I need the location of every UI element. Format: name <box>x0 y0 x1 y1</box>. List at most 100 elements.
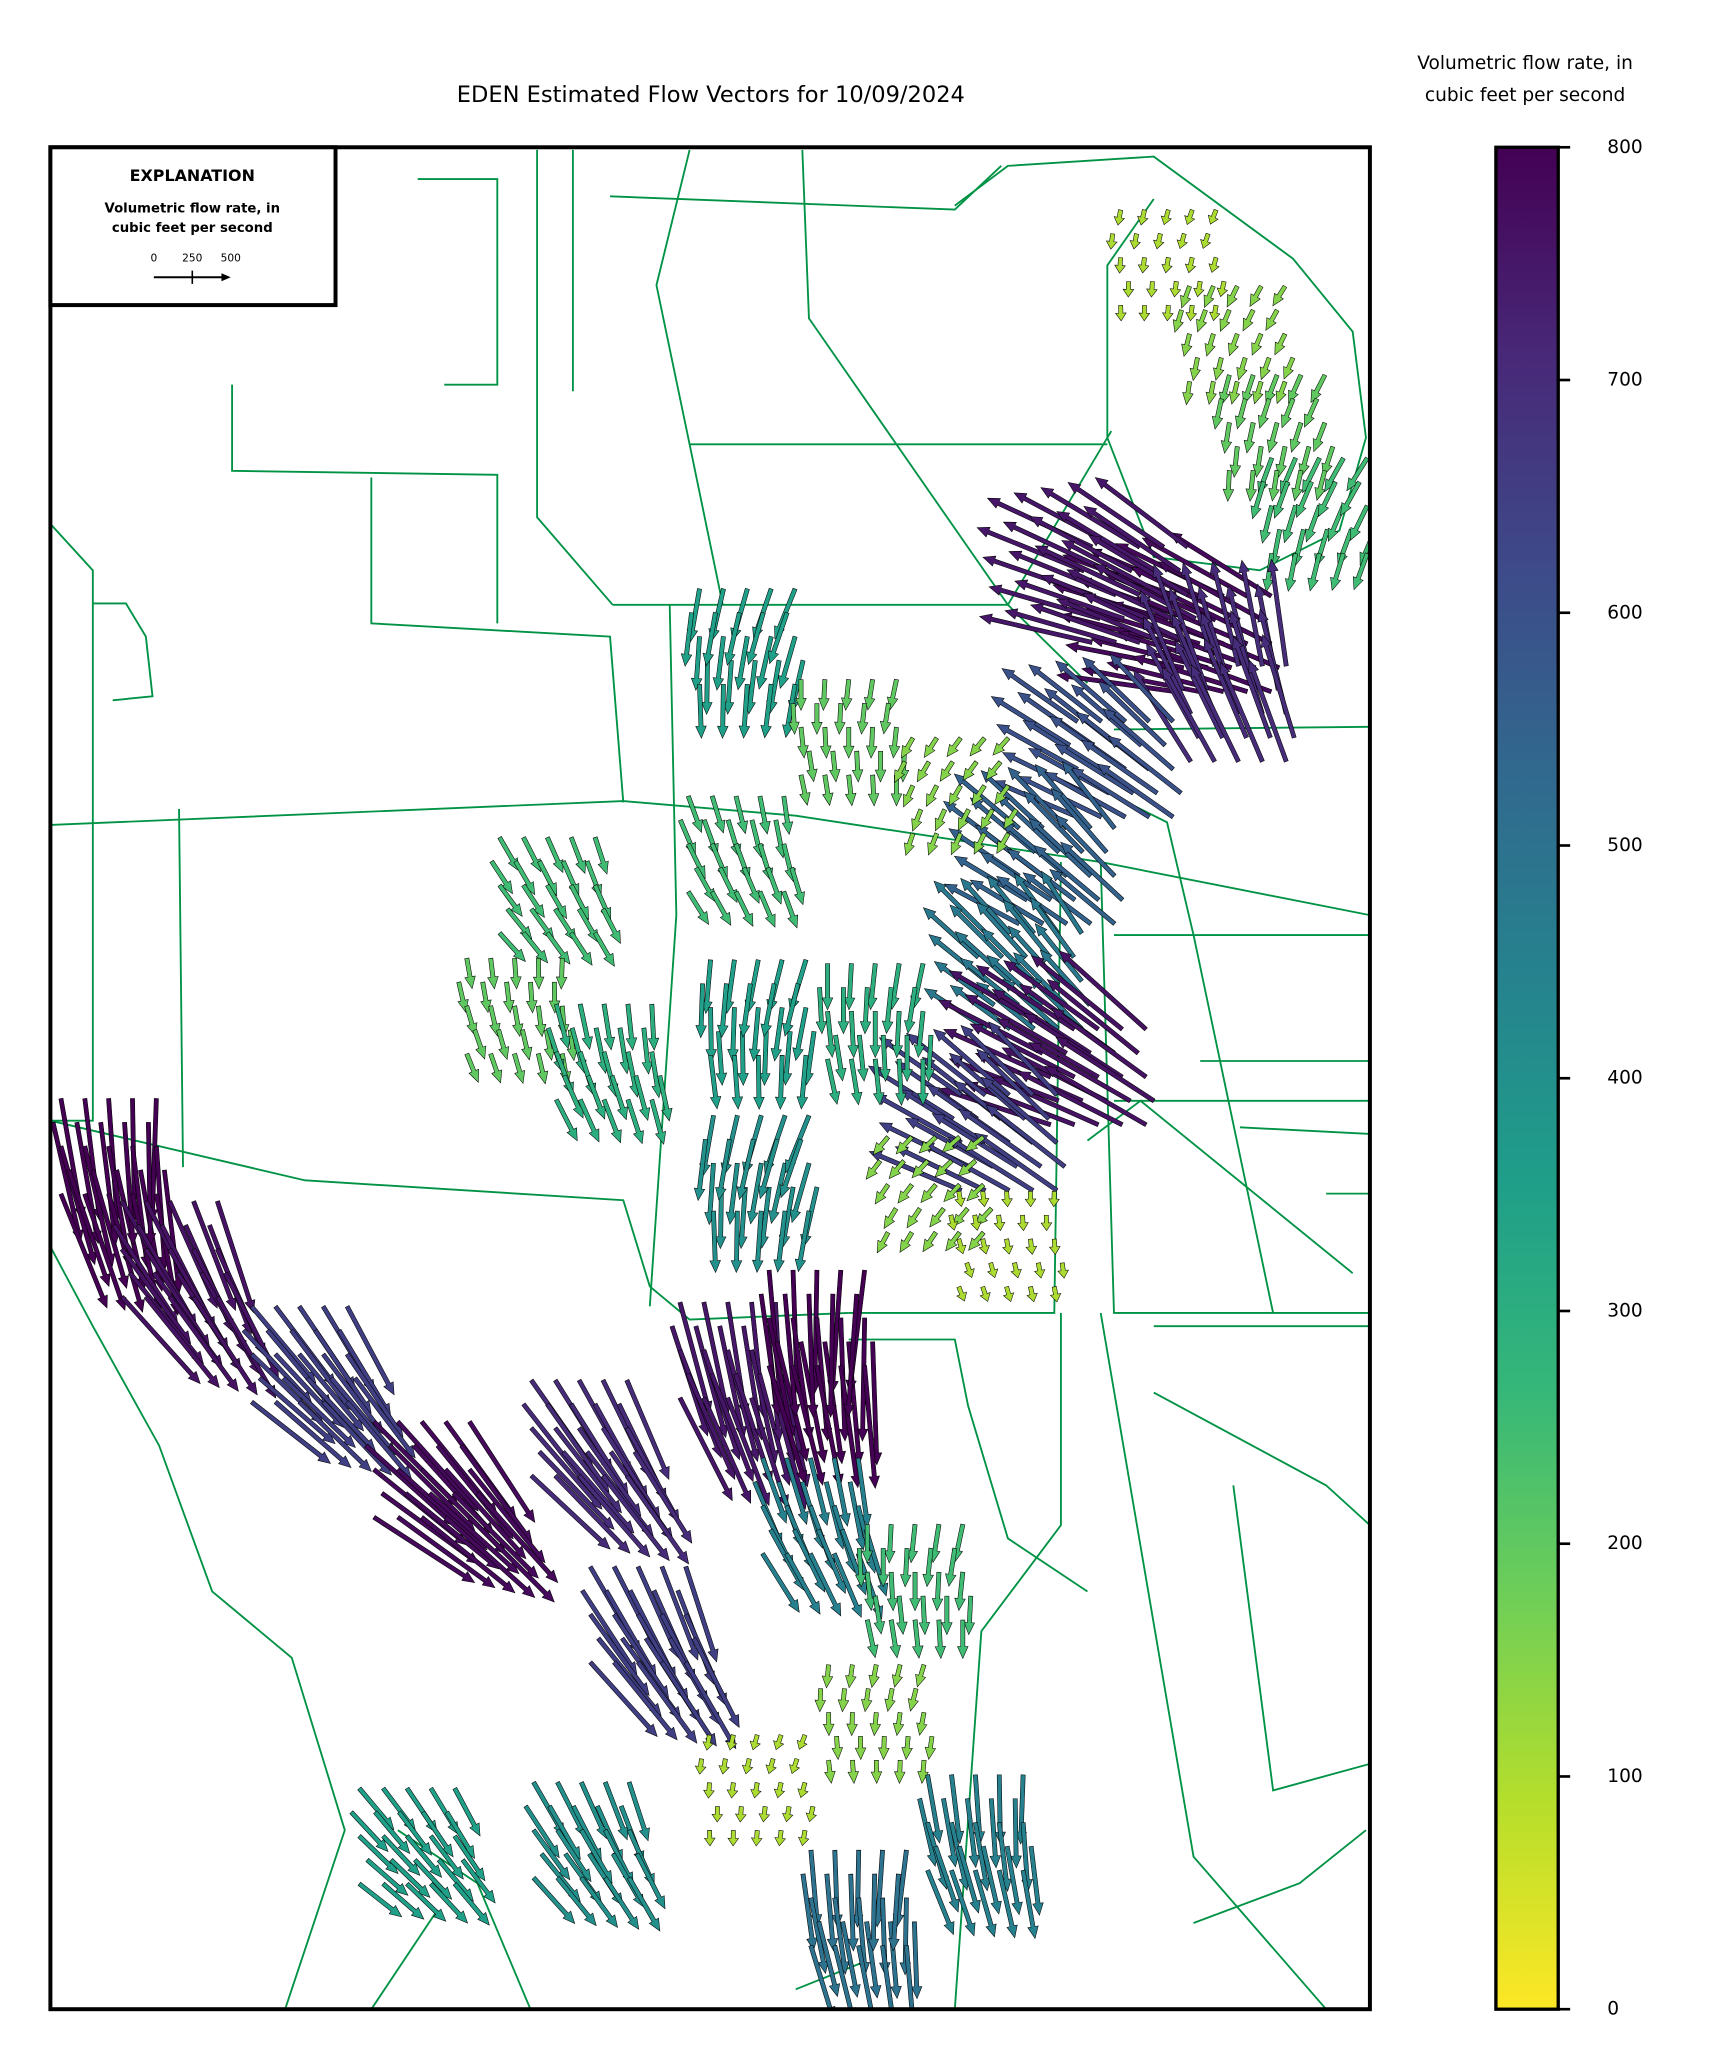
vector-arrow <box>821 963 834 1011</box>
vector-arrow <box>1004 608 1117 645</box>
vector-arrow <box>677 1396 733 1502</box>
vector-arrow <box>683 1565 719 1663</box>
vector-arrow <box>737 1031 749 1087</box>
flow-vector <box>489 835 621 967</box>
vector-arrow <box>855 1547 867 1588</box>
vector-arrow <box>1002 899 1052 959</box>
vector-arrow <box>843 727 855 759</box>
vector-arrow <box>603 1876 640 1930</box>
vector-arrow <box>715 1138 732 1201</box>
vector-arrow <box>981 928 1036 983</box>
vector-arrow <box>948 784 963 807</box>
vector-arrow <box>633 1074 651 1122</box>
vector-arrow <box>966 1182 986 1202</box>
vector-arrow <box>1346 456 1370 492</box>
vector-arrow <box>531 1828 571 1881</box>
vector-arrow <box>749 1396 789 1509</box>
vector-arrow <box>1236 357 1248 381</box>
vector-arrow <box>794 1210 812 1273</box>
vector-arrow <box>856 702 869 735</box>
vector-arrow <box>624 1474 690 1565</box>
colorbar-label: cubic feet per second <box>1425 85 1625 106</box>
vector-arrow <box>464 1005 478 1037</box>
vector-arrow <box>1109 653 1175 724</box>
vector-arrow <box>825 1010 837 1058</box>
plot-frame <box>48 145 1372 2012</box>
vector-arrow <box>913 1010 926 1058</box>
vector-arrow <box>824 1759 836 1784</box>
colorbar-tick-label: 700 <box>1607 370 1642 391</box>
vector-arrow <box>867 1873 880 1952</box>
vector-arrow <box>1138 305 1151 322</box>
vector-arrow <box>634 1852 666 1910</box>
vector-arrow <box>847 1759 859 1784</box>
vector-arrow <box>1219 374 1232 406</box>
vector-arrow <box>1001 668 1080 724</box>
vector-arrow <box>878 1736 890 1761</box>
vector-arrow <box>796 1054 809 1110</box>
vector-arrow <box>588 1660 658 1738</box>
colorbar-tick-label: 500 <box>1607 835 1642 856</box>
vector-arrow <box>1114 257 1126 274</box>
vector-arrow <box>1222 470 1235 503</box>
vector-arrow <box>1033 1262 1046 1279</box>
vector-arrow <box>724 611 742 666</box>
vector-arrow <box>957 1158 978 1177</box>
vector-arrow <box>1180 285 1192 309</box>
vector-arrow <box>831 1457 851 1527</box>
vector-arrow <box>1259 356 1272 381</box>
vector-arrow <box>1028 1042 1132 1104</box>
vector-arrow <box>943 1029 1052 1080</box>
vector-arrow <box>1226 284 1240 308</box>
flow-vector <box>815 962 935 1106</box>
flow-vector <box>546 1003 673 1145</box>
vector-arrow <box>759 1031 771 1087</box>
vector-arrow <box>806 750 818 783</box>
vector-field <box>50 208 1370 2010</box>
vector-arrow <box>883 1207 899 1230</box>
flow-vector <box>1133 558 1297 763</box>
vector-arrow <box>934 1159 954 1178</box>
vector-arrow <box>957 1845 981 1914</box>
vector-arrow <box>792 1006 809 1062</box>
vector-arrow <box>950 832 963 856</box>
vector-arrow <box>789 1162 812 1224</box>
vector-arrow <box>888 1619 901 1659</box>
vector-arrow <box>537 1449 615 1530</box>
vector-arrow <box>1041 870 1084 935</box>
vector-arrow <box>1272 284 1288 307</box>
vector-arrow <box>1265 308 1280 331</box>
vector-arrow <box>773 1210 788 1273</box>
vector-arrow <box>869 1011 881 1059</box>
vector-arrow <box>1251 332 1264 356</box>
vector-arrow <box>1305 504 1322 543</box>
colorbar-tick-label: 0 <box>1607 1999 1619 2020</box>
flow-vector <box>678 795 805 929</box>
vector-arrow <box>797 1781 809 1798</box>
vector-arrow <box>1213 357 1225 381</box>
vector-arrow <box>872 1135 890 1156</box>
vector-arrow <box>753 1055 765 1110</box>
vector-arrow <box>488 1005 501 1037</box>
vector-arrow <box>994 1774 1006 1845</box>
vector-arrow <box>1083 505 1182 573</box>
vector-arrow <box>1017 1214 1029 1232</box>
vector-arrow <box>1207 208 1219 225</box>
vector-arrow <box>881 986 894 1035</box>
vector-arrow <box>782 1805 794 1823</box>
vector-arrow <box>933 961 996 1007</box>
vector-arrow <box>1080 739 1159 796</box>
vector-arrow <box>831 1849 843 1928</box>
vector-arrow <box>695 684 707 739</box>
vector-arrow <box>1234 398 1248 430</box>
vector-arrow <box>695 983 707 1039</box>
flow-vector <box>917 1774 1044 1940</box>
vector-arrow <box>901 1735 913 1761</box>
vector-arrow <box>1025 1238 1038 1255</box>
vector-arrow <box>715 1031 728 1086</box>
colorbar-tick-label: 100 <box>1607 1766 1642 1787</box>
vector-arrow <box>1219 661 1265 763</box>
vector-arrow <box>757 795 771 835</box>
